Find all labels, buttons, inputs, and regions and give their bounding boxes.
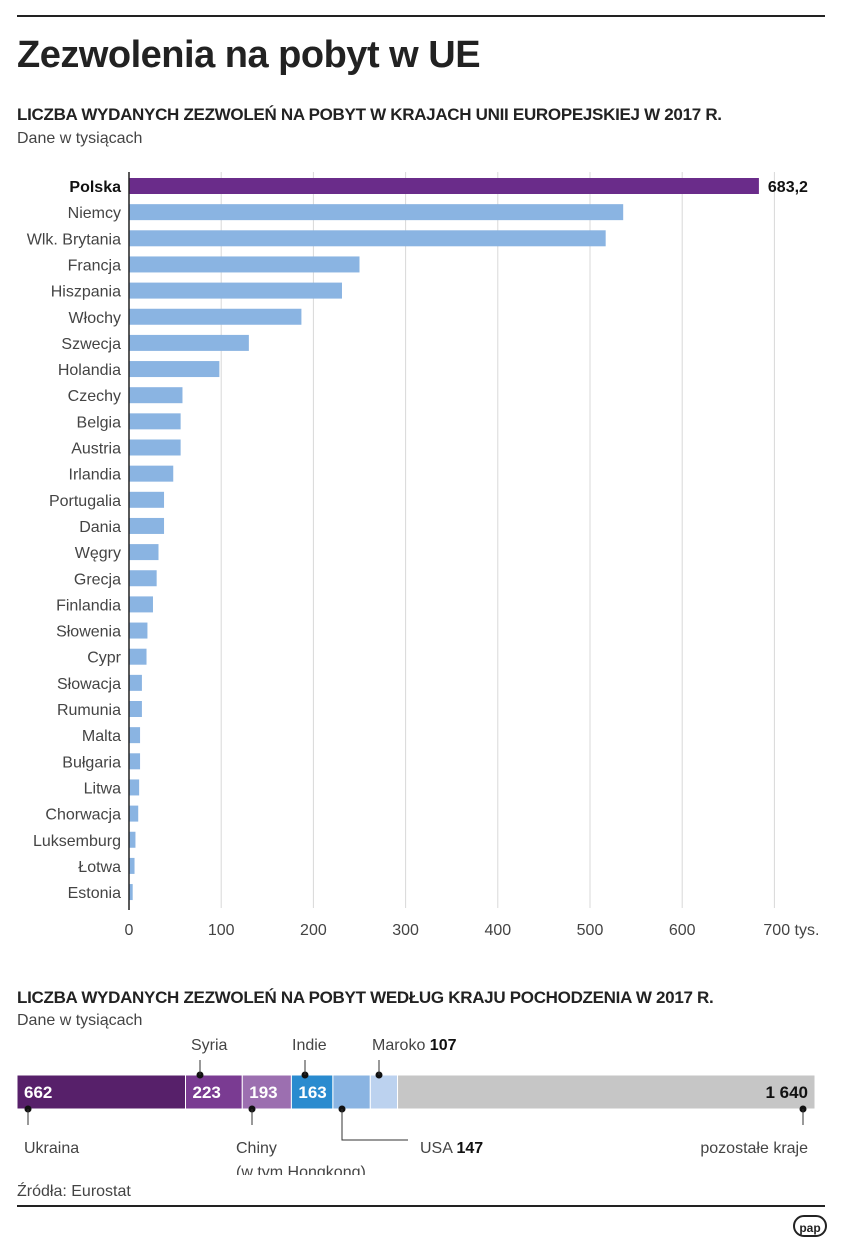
category-label: Portugalia (49, 493, 121, 510)
category-label: Słowacja (57, 676, 121, 693)
x-tick-label: 400 (484, 922, 511, 939)
bar-Grecja (129, 570, 157, 587)
category-label: Węgry (75, 545, 121, 562)
segment-value: 163 (298, 1083, 326, 1102)
source-note: Źródła: Eurostat (17, 1183, 131, 1200)
chart1-title: LICZBA WYDANYCH ZEZWOLEŃ NA POBYT W KRAJ… (17, 105, 722, 124)
bar-Malta (129, 727, 141, 744)
category-label: Francja (68, 257, 121, 274)
category-label: Grecja (74, 571, 121, 588)
segment-pozostałe kraje (397, 1074, 816, 1110)
segment-value-usa: 147 (456, 1140, 483, 1157)
category-label: Luksemburg (33, 833, 121, 850)
chart1-subtitle: Dane w tysiącach (17, 130, 143, 147)
segment-value: 193 (249, 1083, 277, 1102)
category-label: Finlandia (56, 597, 121, 614)
category-label: Czechy (68, 388, 121, 405)
segment-name-other: pozostałe kraje (700, 1140, 808, 1157)
category-label: Łotwa (78, 859, 121, 876)
bar-Cypr (129, 648, 147, 665)
stacked-bar-chart: 662 223 193 163 1 640 Ukraina Syria Chiny (w tym… (16, 1037, 816, 1175)
bar-Włochy (129, 308, 302, 325)
category-label: Słowenia (56, 624, 121, 641)
segment-name-usa: USA (420, 1140, 456, 1157)
bar-Irlandia (129, 465, 174, 482)
bar-Szwecja (129, 334, 249, 351)
category-label: Cypr (87, 650, 121, 667)
x-tick-label: 200 (300, 922, 327, 939)
data-label: 683,2 (768, 179, 808, 196)
x-tick-label: 700 tys. (763, 922, 819, 939)
segment-name-indie: Indie (292, 1037, 327, 1054)
category-label: Irlandia (69, 467, 122, 484)
leader-line (341, 1109, 408, 1141)
category-label: Hiszpania (51, 284, 121, 301)
segment-Indie (290, 1074, 334, 1110)
chart2-subtitle: Dane w tysiącach (17, 1012, 143, 1029)
category-label: Niemcy (68, 205, 121, 222)
bar-Dania (129, 517, 165, 534)
bar-Bułgaria (129, 753, 141, 770)
category-label: Malta (82, 728, 121, 745)
bar-chart: 0 100 200 300 400 500 600 700 tys. Polska 683,2 Ni… (27, 172, 819, 939)
bar-Słowenia (129, 622, 148, 639)
segment-value: 662 (24, 1083, 52, 1102)
segment-name-ukraina: Ukraina (24, 1140, 79, 1157)
bar-Litwa (129, 779, 140, 796)
category-label: Estonia (68, 885, 121, 902)
category-label: Rumunia (57, 702, 121, 719)
bar-Holandia (129, 361, 220, 378)
segment-name-maroko: Maroko (372, 1037, 430, 1054)
bar-Finlandia (129, 596, 153, 613)
bar-Czechy (129, 387, 183, 404)
x-tick-label: 0 (125, 922, 134, 939)
x-tick-label: 500 (577, 922, 604, 939)
category-label: Holandia (58, 362, 121, 379)
bar-Węgry (129, 544, 159, 561)
bar-Hiszpania (129, 282, 342, 299)
category-label: Bułgaria (62, 754, 121, 771)
segment-value-maroko: 107 (430, 1037, 457, 1054)
page-title: Zezwolenia na pobyt w UE (17, 34, 481, 76)
segment-value: 1 640 (765, 1083, 808, 1102)
bar-Belgia (129, 413, 181, 430)
category-label: Polska (69, 179, 121, 196)
bar-Francja (129, 256, 360, 273)
bar-Wlk. Brytania (129, 230, 606, 247)
bar-Niemcy (129, 204, 624, 221)
bar-Luksemburg (129, 831, 136, 848)
category-label: Szwecja (61, 336, 121, 353)
category-label: Dania (79, 519, 121, 536)
segment-label-usa: USA 147 (420, 1140, 483, 1157)
category-label: Austria (71, 441, 121, 458)
pap-logo: pap (793, 1215, 827, 1237)
chart2-title: LICZBA WYDANYCH ZEZWOLEŃ NA POBYT WEDŁUG… (17, 988, 714, 1007)
bar-Estonia (129, 884, 133, 901)
category-label: Litwa (84, 780, 121, 797)
top-rule (17, 15, 825, 17)
segment-value: 223 (193, 1083, 221, 1102)
x-tick-label: 600 (669, 922, 696, 939)
bar-Łotwa (129, 857, 135, 874)
segment-name-chiny: Chiny (236, 1140, 277, 1157)
category-label: Włochy (69, 310, 121, 327)
segment-label-maroko: Maroko 107 (372, 1037, 457, 1054)
category-label: Belgia (77, 414, 122, 431)
category-label: Chorwacja (45, 807, 121, 824)
category-label: Wlk. Brytania (27, 231, 121, 248)
bar-Portugalia (129, 491, 165, 508)
bar-Chorwacja (129, 805, 139, 822)
bar-Rumunia (129, 701, 142, 717)
segment-name-chiny-note: (w tym Hongkong) (236, 1164, 366, 1175)
x-tick-label: 100 (208, 922, 235, 939)
bar-Słowacja (129, 674, 142, 691)
bar-Polska (129, 178, 759, 194)
segment-USA (332, 1074, 371, 1110)
segment-name-syria: Syria (191, 1037, 228, 1054)
segment-Maroko (369, 1074, 399, 1110)
x-tick-label: 300 (392, 922, 419, 939)
bar-Austria (129, 439, 181, 456)
bottom-rule (17, 1205, 825, 1207)
